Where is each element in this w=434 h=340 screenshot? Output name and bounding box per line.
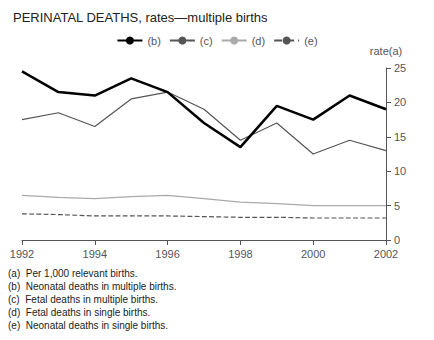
svg-text:1994: 1994 bbox=[83, 248, 107, 260]
svg-text:10: 10 bbox=[394, 165, 406, 177]
svg-text:PERINATAL DEATHS, rates—multip: PERINATAL DEATHS, rates—multiple births bbox=[13, 10, 268, 25]
svg-text:1992: 1992 bbox=[10, 248, 34, 260]
svg-text:(a) Per 1,000 relevant births: (a) Per 1,000 relevant births. bbox=[8, 268, 138, 279]
svg-text:1998: 1998 bbox=[228, 248, 252, 260]
svg-text:5: 5 bbox=[394, 200, 400, 212]
svg-text:(c): (c) bbox=[200, 35, 213, 47]
svg-text:(d): (d) bbox=[252, 35, 265, 47]
svg-text:2002: 2002 bbox=[374, 248, 398, 260]
svg-text:(b): (b) bbox=[147, 35, 160, 47]
svg-text:2000: 2000 bbox=[301, 248, 325, 260]
svg-text:rate(a): rate(a) bbox=[370, 45, 402, 57]
svg-text:15: 15 bbox=[394, 131, 406, 143]
svg-text:0: 0 bbox=[394, 234, 400, 246]
svg-text:(d) Fetal deaths in single bi: (d) Fetal deaths in single births. bbox=[8, 307, 150, 318]
svg-text:(e) Neonatal deaths in single: (e) Neonatal deaths in single births. bbox=[8, 320, 168, 331]
svg-text:(c) Fetal deaths in multiple: (c) Fetal deaths in multiple births. bbox=[8, 294, 158, 305]
svg-text:20: 20 bbox=[394, 96, 406, 108]
svg-text:(b) Neonatal deaths in multip: (b) Neonatal deaths in multiple births. bbox=[8, 281, 176, 292]
svg-text:(e): (e) bbox=[304, 35, 317, 47]
svg-text:25: 25 bbox=[394, 62, 406, 74]
svg-text:1996: 1996 bbox=[155, 248, 179, 260]
